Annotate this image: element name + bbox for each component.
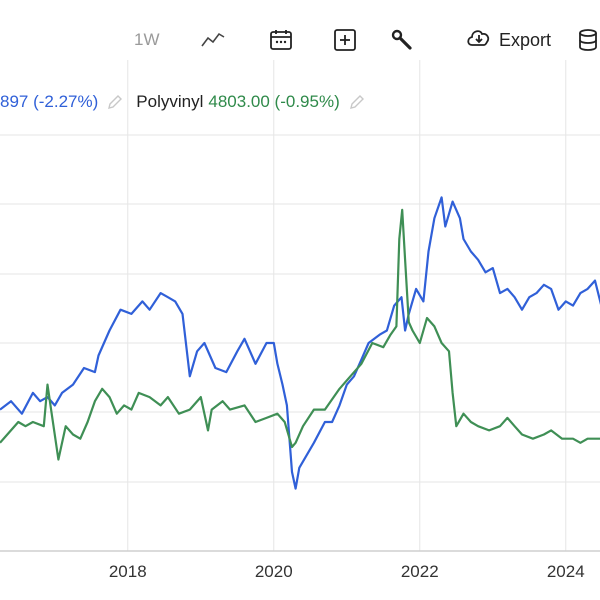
chart-toolbar: 1W Export bbox=[0, 0, 600, 78]
x-tick-label-2022: 2022 bbox=[401, 562, 439, 581]
export-button[interactable]: Export bbox=[465, 24, 551, 56]
x-tick-label-2018: 2018 bbox=[109, 562, 147, 581]
edit-series2-pencil-icon[interactable] bbox=[348, 93, 366, 111]
database-icon[interactable] bbox=[578, 24, 598, 56]
series2-name: Polyvinyl bbox=[136, 92, 204, 111]
x-tick-label-2024: 2024 bbox=[547, 562, 585, 581]
series1-value: 897 (-2.27%) bbox=[0, 92, 99, 111]
edit-series1-pencil-icon[interactable] bbox=[106, 93, 124, 111]
series-line-2 bbox=[0, 208, 600, 461]
export-label: Export bbox=[499, 29, 552, 50]
calendar-icon[interactable] bbox=[268, 24, 294, 56]
wrench-icon[interactable] bbox=[389, 24, 415, 56]
x-tick-label-2020: 2020 bbox=[255, 562, 293, 581]
add-icon[interactable] bbox=[332, 24, 358, 56]
cloud-download-icon bbox=[465, 27, 493, 54]
line-chart-icon[interactable] bbox=[200, 24, 226, 56]
interval-button[interactable]: 1W bbox=[134, 30, 160, 49]
series-line-1 bbox=[0, 196, 600, 490]
